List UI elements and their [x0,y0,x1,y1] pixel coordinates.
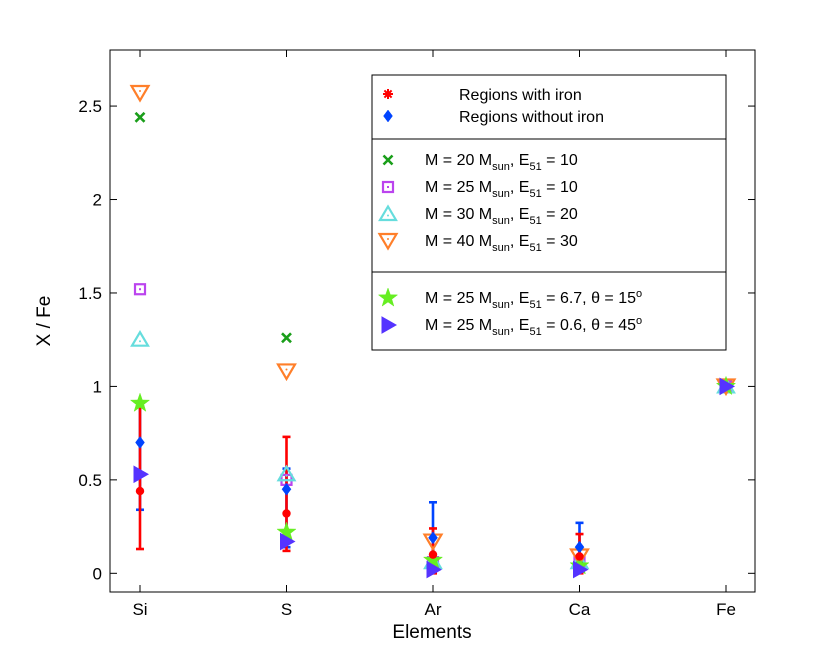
y-tick-label: 1 [93,377,102,396]
model-marker-shape [719,377,736,396]
x-tick-label: S [281,600,292,619]
model-marker-shape [134,111,146,123]
observation-markers [135,436,585,561]
legend-label: M = 25 Msun, E51 = 6.7, θ = 15o [425,288,642,311]
observation-marker-shape [135,436,145,449]
x-tick-label: Ar [425,600,442,619]
legend-box [371,74,727,351]
model-marker [426,560,443,579]
model-marker-shape [129,392,151,412]
observation-marker [135,436,145,449]
model-marker [133,465,150,484]
legend-label: M = 20 Msun, E51 = 10 [425,152,578,173]
model-marker-shape [422,549,444,569]
observation-marker-shape [428,550,438,559]
model-marker-shape [133,465,150,484]
x-axis: Si S Ar Ca Fe [132,50,736,619]
legend-label: M = 25 Msun, E51 = 10 [425,179,578,200]
model-marker-shape [130,330,150,347]
legend-marker-shape [377,287,399,307]
y-axis: 0 0.5 1 1.5 2 2.5 [78,97,755,583]
legend-marker-center [387,186,389,188]
x-tick-label: Si [132,600,147,619]
model-marker [719,377,736,396]
model-marker-center [139,288,141,291]
legend-label: M = 30 Msun, E51 = 20 [425,206,578,227]
model-marker-shape [129,84,151,103]
model-marker-shape [280,532,296,551]
model-marker [422,549,444,569]
model-marker-center [139,89,141,92]
x-tick-label: Ca [569,600,591,619]
legend-label: Regions with iron [459,87,582,104]
legend-marker-shape [381,180,395,194]
legend-marker [377,287,399,307]
legend-marker [383,89,393,99]
observation-marker [281,482,292,496]
model-marker-shape [276,363,297,382]
legend-marker-center [385,91,391,97]
y-axis-label: X / Fe [34,296,55,347]
legend-marker-shape [382,154,394,166]
model-marker [276,363,297,382]
model-marker [133,283,147,296]
legend-marker-shape [381,316,398,334]
y-tick-label: 1.5 [78,284,102,303]
observation-marker-shape [282,509,291,518]
y-tick-label: 2.5 [78,97,102,116]
observation-marker-shape [281,482,292,496]
model-marker-center [285,474,288,477]
legend-marker [378,204,398,222]
observation-marker-shape [135,486,145,496]
legend-marker-shape [377,232,399,251]
model-marker [134,111,146,123]
model-marker-shape [281,332,292,344]
observation-marker [428,531,438,545]
x-axis-label: Elements [392,622,471,643]
legend-label: Regions without iron [459,109,604,126]
model-marker-shape [426,560,443,579]
observation-marker-shape [575,552,584,561]
legend-marker-shape [383,109,393,123]
observation-marker [575,552,584,561]
legend-label: M = 40 Msun, E51 = 30 [425,233,578,254]
model-marker [281,332,292,344]
observation-marker-shape [428,531,438,545]
legend-marker [381,180,395,194]
model-marker-center [285,368,288,371]
legend-marker-shape [378,204,398,222]
observation-marker [135,486,145,496]
legend-marker [377,232,399,251]
model-marker [129,84,151,103]
x-tick-label: Fe [716,600,736,619]
legend-marker [381,316,398,334]
model-marker-shape [276,521,297,541]
model-marker-shape [573,560,589,579]
model-marker [129,392,151,412]
model-marker [573,560,589,579]
model-marker [276,521,297,541]
y-tick-label: 0 [93,564,102,583]
model-marker [276,464,297,482]
model-marker-shape [133,283,147,296]
model-marker [130,330,150,347]
legend-marker [382,154,394,166]
legend: Regions with iron Regions without iron M =… [371,74,727,351]
model-marker [280,532,296,551]
legend-marker-center [387,238,389,240]
observation-marker [282,509,291,518]
legend-label: M = 25 Msun, E51 = 0.6, θ = 45o [425,315,642,338]
y-tick-label: 2 [93,191,102,210]
model-marker-shape [276,464,297,482]
model-marker-center [139,340,141,343]
legend-marker-center [387,214,389,217]
observation-marker [428,550,438,559]
legend-marker [383,109,393,123]
y-tick-label: 0.5 [78,471,102,490]
